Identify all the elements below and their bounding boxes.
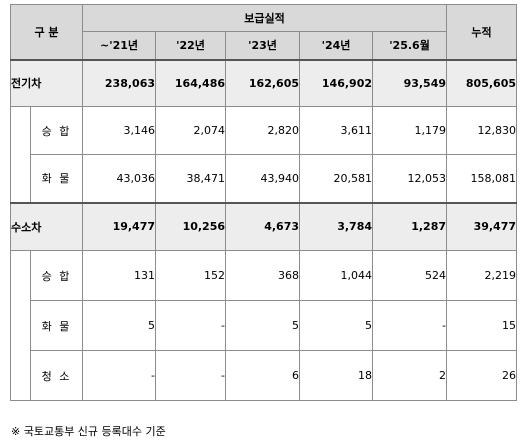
cell-value: 12,053 — [372, 154, 448, 203]
cell-value: 19,477 — [82, 201, 157, 251]
header-group: 보급실적 — [82, 4, 448, 32]
cell-value: - — [82, 350, 157, 401]
cell-value: 5 — [299, 300, 374, 351]
cell-value: 3,611 — [299, 106, 374, 155]
header-year: ~'21년 — [82, 31, 157, 60]
header-year: '25.6월 — [372, 31, 448, 60]
cell-value: 2 — [372, 350, 448, 401]
cell-value: 2,820 — [225, 106, 301, 155]
cell-value: 1,287 — [372, 201, 448, 251]
cell-value: 2,219 — [446, 250, 518, 301]
header-year: '22년 — [155, 31, 227, 60]
cell-value: 3,146 — [82, 106, 157, 155]
row-label: 화 물 — [29, 300, 84, 351]
cell-value: 20,581 — [299, 154, 374, 203]
row-label: 수소차 — [9, 201, 84, 251]
cell-value: 164,486 — [155, 58, 227, 107]
cell-value: - — [155, 350, 227, 401]
cell-value: 43,036 — [82, 154, 157, 203]
cell-value: 1,179 — [372, 106, 448, 155]
table-row: 화 물 43,036 38,471 43,940 20,581 12,053 1… — [11, 154, 518, 203]
cell-value: - — [155, 300, 227, 351]
cell-value: 805,605 — [446, 58, 518, 107]
cell-value: - — [372, 300, 448, 351]
cell-value: 3,784 — [299, 201, 374, 251]
row-label: 승 합 — [29, 106, 84, 155]
header-year: '24년 — [299, 31, 374, 60]
cell-value: 368 — [225, 250, 301, 301]
row-label: 화 물 — [29, 154, 84, 203]
indent-spacer — [10, 250, 31, 401]
header-category: 구 분 — [9, 4, 84, 60]
cell-value: 524 — [372, 250, 448, 301]
row-label: 청 소 — [29, 350, 84, 401]
cell-value: 238,063 — [82, 58, 157, 107]
footnote: ※ 국토교통부 신규 등록대수 기준 — [11, 425, 166, 438]
header-cumulative: 누적 — [446, 4, 518, 60]
table-row: 화 물 5 - 5 5 - 15 — [11, 300, 518, 351]
table-row: 승 합 3,146 2,074 2,820 3,611 1,179 12,830 — [10, 106, 518, 203]
cell-value: 38,471 — [155, 154, 227, 203]
ev-supply-table: 구 분 보급실적 누적 ~'21년 '22년 '23년 '24년 '25.6월 … — [9, 4, 518, 401]
table-row: 승 합 131 152 368 1,044 524 2,219 — [10, 250, 518, 401]
indent-spacer — [10, 106, 31, 203]
cell-value: 6 — [225, 350, 301, 401]
cell-value: 18 — [299, 350, 374, 401]
cell-value: 2,074 — [155, 106, 227, 155]
header-year: '23년 — [225, 31, 301, 60]
table-row: 청 소 - - 6 18 2 26 — [11, 350, 518, 401]
cell-value: 15 — [446, 300, 518, 351]
cell-value: 93,549 — [372, 58, 448, 107]
cell-value: 1,044 — [299, 250, 374, 301]
header-row-1: 구 분 보급실적 누적 — [9, 4, 518, 60]
cell-value: 26 — [446, 350, 518, 401]
cell-value: 162,605 — [225, 58, 301, 107]
cell-value: 158,081 — [446, 154, 518, 203]
cell-value: 146,902 — [299, 58, 374, 107]
cell-value: 43,940 — [225, 154, 301, 203]
table-row-fcev-total: 수소차 19,477 10,256 4,673 3,784 1,287 39,4… — [9, 201, 518, 251]
cell-value: 4,673 — [225, 201, 301, 251]
cell-value: 5 — [82, 300, 157, 351]
cell-value: 5 — [225, 300, 301, 351]
cell-value: 39,477 — [446, 201, 518, 251]
cell-value: 12,830 — [446, 106, 518, 155]
header-row-2: ~'21년 '22년 '23년 '24년 '25.6월 — [11, 31, 517, 60]
cell-value: 131 — [82, 250, 157, 301]
cell-value: 10,256 — [155, 201, 227, 251]
row-label: 승 합 — [29, 250, 84, 301]
table-row-ev-total: 전기차 238,063 164,486 162,605 146,902 93,5… — [9, 58, 518, 107]
row-label: 전기차 — [9, 58, 84, 107]
cell-value: 152 — [155, 250, 227, 301]
